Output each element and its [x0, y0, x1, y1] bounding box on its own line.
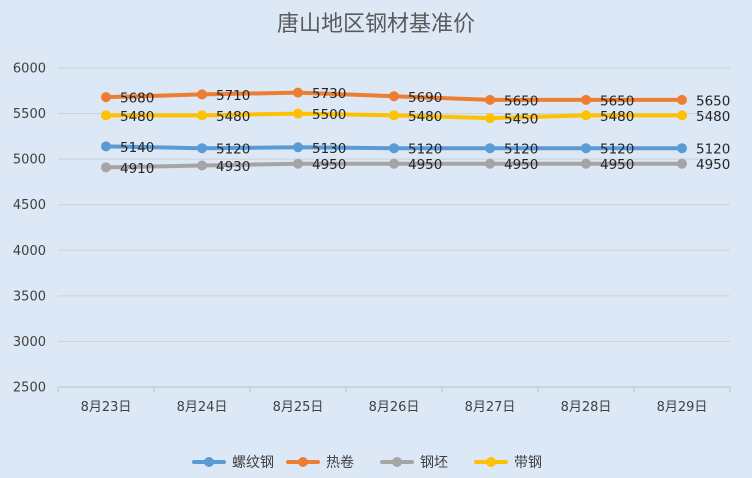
x-tick-label: 8月24日 — [177, 400, 228, 415]
data-point[interactable] — [677, 94, 687, 105]
series-0 — [101, 141, 687, 154]
data-label: 5120 — [696, 142, 730, 158]
data-label: 5480 — [120, 109, 154, 125]
data-label: 5680 — [120, 91, 154, 107]
y-tick-label: 2500 — [13, 381, 46, 396]
y-tick-label: 6000 — [13, 62, 46, 77]
data-point[interactable] — [101, 110, 111, 121]
data-label: 5120 — [504, 142, 538, 158]
y-tick-label: 3500 — [13, 289, 46, 304]
data-point[interactable] — [677, 143, 687, 154]
series-lines — [101, 87, 687, 173]
y-tick-label: 4000 — [13, 244, 46, 259]
y-tick-label: 5500 — [13, 107, 46, 122]
data-label: 5130 — [312, 141, 346, 157]
data-label: 5140 — [120, 140, 154, 156]
data-label: 5480 — [408, 109, 442, 125]
chart-title: 唐山地区钢材基准价 — [277, 12, 475, 37]
data-point[interactable] — [197, 143, 207, 154]
x-tick-label: 8月28日 — [561, 400, 612, 415]
data-label: 5480 — [696, 109, 730, 125]
data-point[interactable] — [101, 92, 111, 103]
data-label: 4950 — [312, 157, 346, 173]
legend-label: 热卷 — [326, 455, 354, 471]
data-label: 5730 — [312, 86, 346, 102]
y-axis-ticks: 2500 3000 3500 4000 4500 5000 5500 6000 — [13, 62, 46, 396]
legend-swatch-marker — [392, 457, 402, 467]
data-labels: 5140 5120 5130 5120 5120 5120 5120 5680 5710 5730… — [120, 86, 730, 177]
data-point[interactable] — [197, 160, 207, 171]
data-label: 4950 — [696, 157, 730, 173]
data-point[interactable] — [101, 141, 111, 152]
data-label: 5120 — [408, 142, 442, 158]
data-point[interactable] — [581, 143, 591, 154]
legend[interactable]: 螺纹钢 热卷 钢坯 带钢 — [192, 455, 542, 471]
data-label: 5480 — [600, 109, 634, 125]
data-point[interactable] — [485, 113, 495, 124]
legend-label: 螺纹钢 — [232, 455, 274, 471]
x-tick-label: 8月29日 — [657, 400, 708, 415]
legend-item[interactable]: 螺纹钢 — [192, 455, 274, 471]
x-tick-label: 8月23日 — [81, 400, 132, 415]
legend-item[interactable]: 热卷 — [286, 455, 354, 471]
legend-label: 带钢 — [514, 455, 542, 471]
legend-swatch-marker — [486, 457, 496, 467]
data-point[interactable] — [293, 87, 303, 98]
series-1 — [101, 87, 687, 105]
data-point[interactable] — [389, 110, 399, 121]
data-label: 5500 — [312, 107, 346, 123]
data-point[interactable] — [293, 108, 303, 119]
y-tick-label: 3000 — [13, 335, 46, 350]
data-point[interactable] — [197, 89, 207, 100]
series-2 — [101, 158, 687, 173]
legend-item[interactable]: 钢坯 — [380, 455, 448, 471]
data-point[interactable] — [485, 143, 495, 154]
data-label: 4930 — [216, 159, 250, 175]
y-tick-label: 4500 — [13, 198, 46, 213]
data-label: 5650 — [600, 93, 634, 109]
data-point[interactable] — [581, 158, 591, 169]
legend-item[interactable]: 带钢 — [474, 455, 542, 471]
series-3 — [101, 108, 687, 124]
data-label: 4950 — [504, 157, 538, 173]
data-label: 4950 — [408, 157, 442, 173]
data-label: 5690 — [408, 90, 442, 106]
data-label: 5650 — [696, 93, 730, 109]
x-axis-ticks: 8月23日 8月24日 8月25日 8月26日 8月27日 8月28日 8月29日 — [57, 387, 731, 415]
data-point[interactable] — [389, 91, 399, 102]
data-label: 5480 — [216, 109, 250, 125]
data-label: 5710 — [216, 88, 250, 104]
x-tick-label: 8月26日 — [369, 400, 420, 415]
data-point[interactable] — [485, 158, 495, 169]
data-point[interactable] — [581, 110, 591, 121]
legend-swatch-marker — [204, 457, 214, 467]
data-point[interactable] — [293, 158, 303, 169]
legend-swatch-marker — [298, 457, 308, 467]
data-point[interactable] — [581, 94, 591, 105]
data-point[interactable] — [677, 158, 687, 169]
legend-label: 钢坯 — [420, 455, 448, 471]
data-point[interactable] — [485, 94, 495, 105]
data-point[interactable] — [677, 110, 687, 121]
data-label: 5450 — [504, 112, 538, 128]
y-tick-label: 5000 — [13, 153, 46, 168]
data-label: 5650 — [504, 93, 538, 109]
data-label: 4950 — [600, 157, 634, 173]
data-point[interactable] — [293, 142, 303, 153]
x-tick-label: 8月27日 — [465, 400, 516, 415]
data-label: 5120 — [216, 142, 250, 158]
x-tick-label: 8月25日 — [273, 400, 324, 415]
data-point[interactable] — [389, 143, 399, 154]
data-label: 4910 — [120, 161, 154, 177]
data-point[interactable] — [101, 162, 111, 173]
data-point[interactable] — [389, 158, 399, 169]
data-label: 5120 — [600, 142, 634, 158]
data-point[interactable] — [197, 110, 207, 121]
